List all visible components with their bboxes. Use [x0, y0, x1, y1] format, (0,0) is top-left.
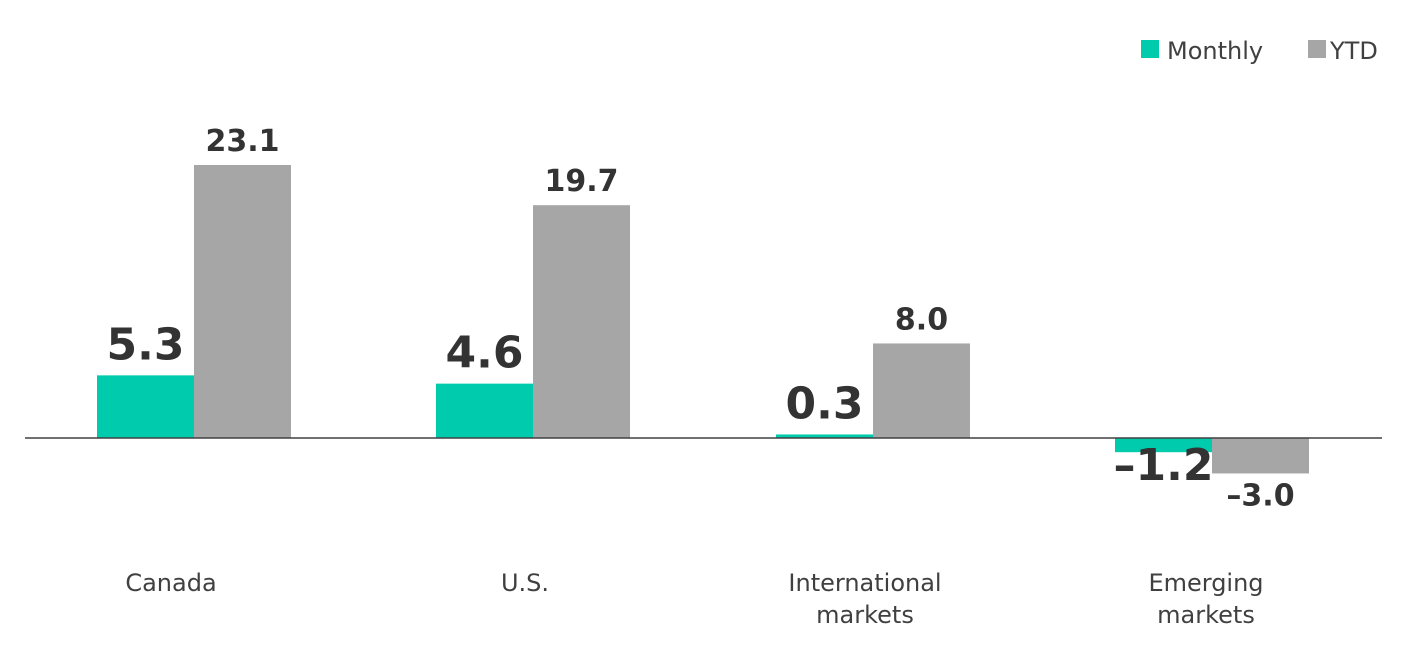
value-label-monthly-1: 4.6	[446, 328, 524, 379]
bars-group	[97, 165, 1309, 474]
bar-monthly-2	[776, 434, 873, 438]
value-label-ytd-1: 19.7	[544, 164, 618, 199]
category-labels-group: Canada U.S. International markets Emerging ma…	[125, 569, 1263, 629]
value-label-monthly-0: 5.3	[107, 319, 185, 370]
value-label-ytd-2: 8.0	[895, 302, 948, 337]
category-label-0: Canada	[125, 569, 216, 597]
bar-ytd-0	[194, 165, 291, 438]
value-label-ytd-3: –3.0	[1226, 478, 1294, 513]
bar-monthly-1	[436, 383, 533, 438]
legend-swatch-monthly	[1141, 40, 1159, 58]
bar-ytd-3	[1212, 438, 1309, 474]
chart-legend: Monthly YTD	[1141, 37, 1378, 65]
legend-label-monthly: Monthly	[1167, 37, 1263, 65]
value-label-ytd-0: 23.1	[205, 124, 279, 159]
value-label-monthly-3: –1.2	[1114, 440, 1214, 491]
category-label-2: International markets	[788, 569, 941, 629]
bar-ytd-2	[873, 343, 970, 438]
category-label-1: U.S.	[501, 569, 549, 597]
bar-monthly-0	[97, 375, 194, 438]
legend-label-ytd: YTD	[1329, 37, 1378, 65]
value-label-monthly-2: 0.3	[786, 378, 864, 429]
bar-monthly-3	[1115, 438, 1212, 453]
legend-swatch-ytd	[1308, 40, 1326, 58]
bar-ytd-1	[533, 205, 630, 438]
category-label-3: Emerging markets	[1148, 569, 1263, 629]
value-labels-group: 5.3 4.6 0.3 –1.2 23.1 19.7 8.0 –3.0	[107, 124, 1295, 513]
